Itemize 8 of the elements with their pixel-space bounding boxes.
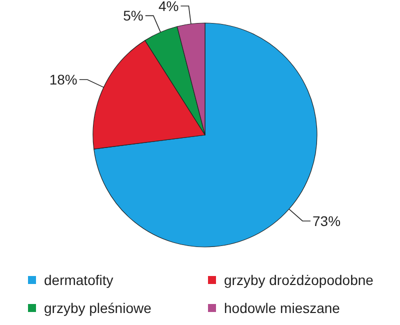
data-label: 73% xyxy=(312,212,341,229)
data-label: 18% xyxy=(49,72,78,88)
data-label: 4% xyxy=(158,0,179,14)
legend-label: grzyby pleśniowe xyxy=(44,300,152,316)
legend-label: dermatofity xyxy=(44,272,114,288)
legend-label: grzyby drożdżopodobne xyxy=(224,272,374,288)
data-label: 5% xyxy=(123,8,144,24)
legend-label: hodowle mieszane xyxy=(224,300,340,316)
